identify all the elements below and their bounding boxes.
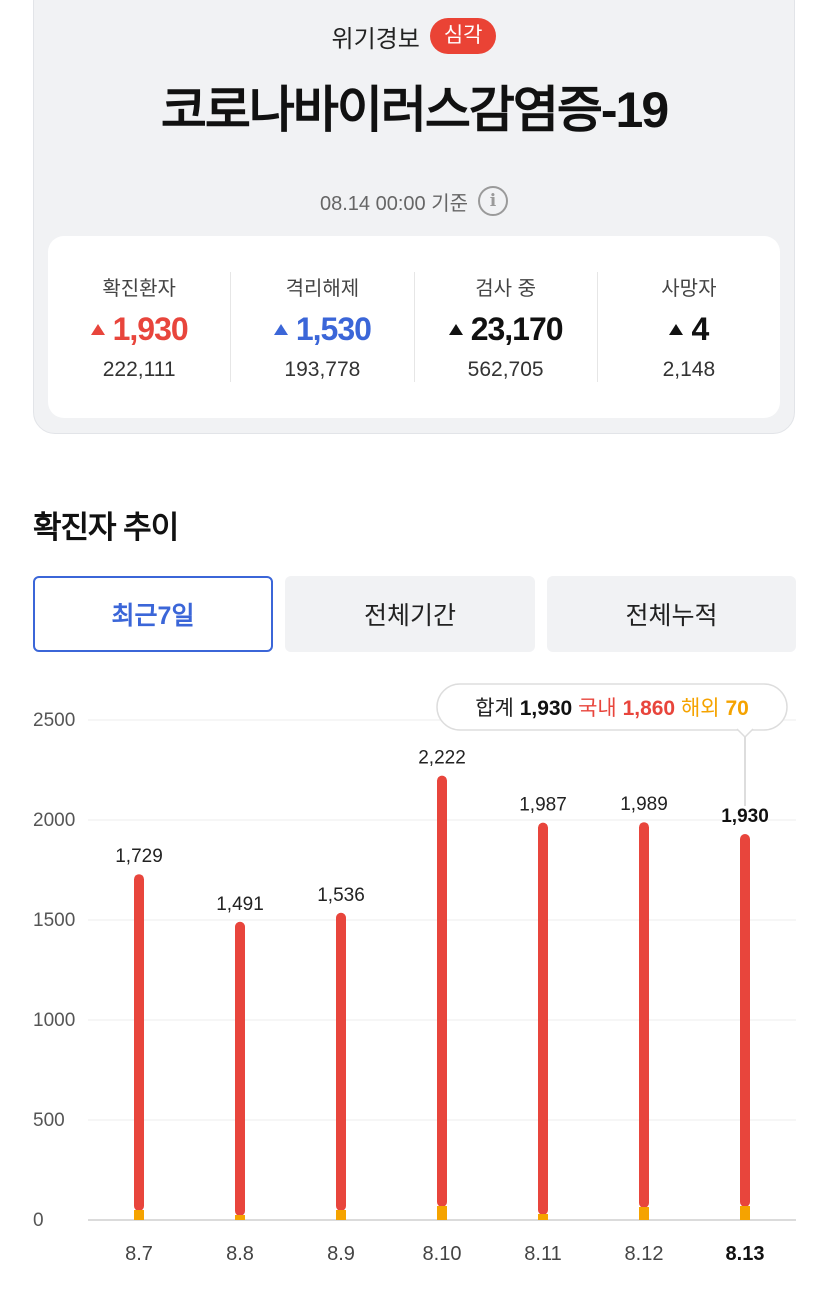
alert-row: 위기경보 심각 [0,16,828,56]
stat-confirmed: 확진환자 1,930 222,111 [48,272,232,382]
up-triangle-icon [273,324,288,335]
stat-label: 검사 중 [475,278,536,300]
tooltip-overseas-label: 해외 [681,697,725,720]
stat-testing: 검사 중 23,170 562,705 [415,272,598,382]
bar-overseas [336,1210,346,1220]
y-tick-label: 2000 [33,810,75,831]
tooltip-domestic-value: 1,860 [623,697,681,720]
stat-change-value: 23,170 [470,311,564,347]
section-title: 확진자 추이 [33,510,179,545]
bar-total-label: 1,930 [721,806,769,827]
reference-time: 08.14 00:00 기준 [319,192,468,215]
alert-level-badge: 심각 [429,18,497,54]
stat-change-value: 1,930 [112,311,189,347]
tooltip-arrow [736,728,754,739]
bar-total-label: 1,989 [620,794,668,815]
bar-total-label: 1,987 [519,795,567,816]
bar-overseas [639,1207,649,1220]
bar-total-label: 1,729 [115,846,163,867]
y-tick-label: 500 [33,1110,65,1131]
bar-domestic [235,921,245,1216]
tab-cumulative[interactable]: 전체누적 [547,576,796,652]
bar-domestic [538,822,548,1215]
y-tick-label: 1000 [33,1010,75,1031]
up-triangle-icon [90,324,105,335]
tooltip-domestic-label: 국내 [578,697,622,720]
y-tick-label: 2500 [33,710,75,731]
tooltip-sum-value: 1,930 [520,697,578,720]
bar-total-label: 1,536 [317,885,365,906]
stat-deaths: 사망자 4 2,148 [598,272,780,382]
tooltip-box [436,683,788,731]
x-tick-label: 8.10 [423,1243,462,1265]
bar-overseas [437,1206,447,1220]
stat-change: 4 [669,311,709,348]
stat-label: 사망자 [661,278,717,300]
x-tick-label: 8.13 [726,1243,765,1265]
chart-tooltip: 합계 1,930 국내 1,860 해외 70 [436,683,788,806]
page-title: 코로나바이러스감염증-19 [160,82,669,138]
up-triangle-icon [669,324,684,335]
tab-all-period[interactable]: 전체기간 [285,576,535,652]
stat-change: 1,930 [90,311,189,348]
tooltip-sum-label: 합계 [475,697,519,720]
stat-change: 1,530 [273,311,372,348]
bar-domestic [639,822,649,1208]
stat-label: 격리해제 [285,278,360,300]
bar-domestic [740,834,750,1207]
x-tick-label: 8.9 [327,1243,355,1265]
tab-recent-7-days[interactable]: 최근7일 [33,576,273,652]
bar-domestic [134,874,144,1211]
x-tick-label: 8.7 [125,1243,153,1265]
bar-overseas [134,1210,144,1220]
period-tabs: 최근7일 전체기간 전체누적 [33,576,796,652]
stats-box: 확진환자 1,930 222,111 격리해제 1,530 193,778 검사… [48,236,780,418]
stat-change-value: 4 [691,311,709,347]
chart-bars [134,775,750,1220]
tooltip-overseas-value: 70 [725,697,748,720]
alert-label: 위기경보 [331,25,420,53]
y-tick-label: 0 [33,1210,44,1231]
bar-overseas [538,1214,548,1220]
chart-labels: 0 500 1000 1500 2000 2500 1,729 8.7 1,491 8.8 1,53… [33,710,769,1265]
stat-change-value: 1,530 [295,311,372,347]
x-tick-label: 8.8 [226,1243,254,1265]
x-tick-label: 8.11 [524,1243,561,1265]
stat-change: 23,170 [448,311,564,348]
bar-domestic [437,775,447,1207]
bar-total-label: 2,222 [418,748,466,769]
bar-overseas [740,1206,750,1220]
bar-domestic [336,912,346,1211]
stat-total: 193,778 [284,358,361,381]
stat-total: 562,705 [467,358,544,381]
stat-total: 222,111 [102,358,176,381]
info-icon[interactable]: i [478,186,508,216]
reference-time-row: 08.14 00:00 기준 i [0,184,828,218]
x-tick-label: 8.12 [625,1243,664,1265]
tooltip-text: 합계 1,930 국내 1,860 해외 70 [475,697,749,720]
confirmed-cases-chart: 0 500 1000 1500 2000 2500 1,729 8.7 1,491 8.8 1,53… [33,683,796,1265]
stat-total: 2,148 [662,358,716,381]
bar-overseas [235,1215,245,1220]
stat-label: 확진환자 [102,278,176,300]
up-triangle-icon [448,324,463,335]
stat-released: 격리해제 1,530 193,778 [231,272,415,382]
y-tick-label: 1500 [33,910,75,931]
bar-total-label: 1,491 [216,894,264,915]
